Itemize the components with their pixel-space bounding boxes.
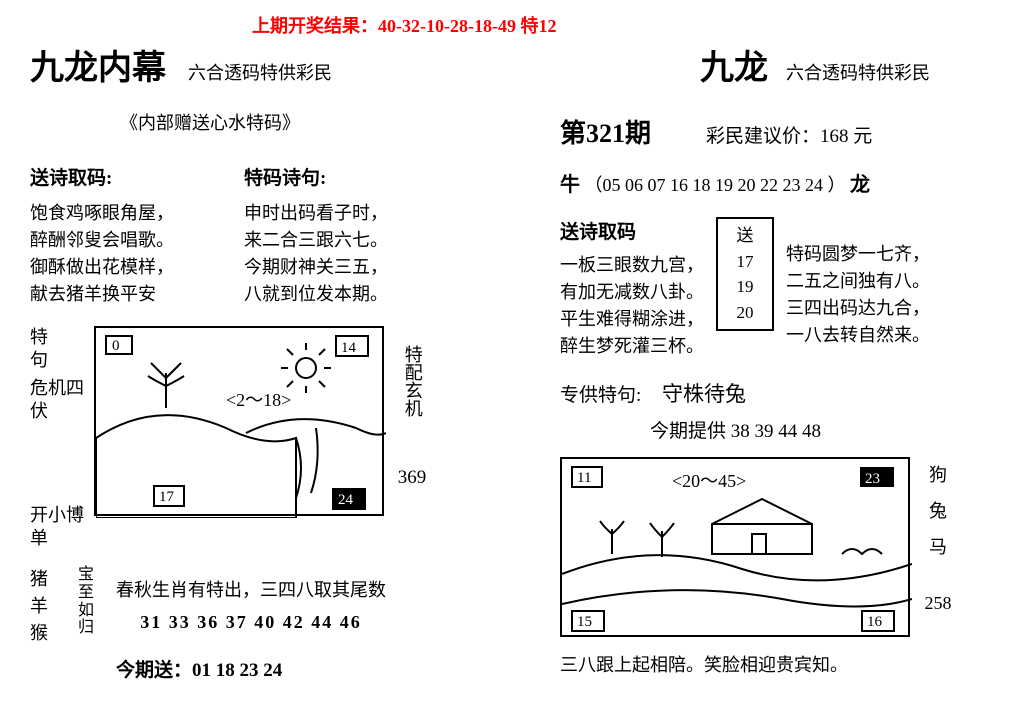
zodiac-post: 龙	[850, 174, 870, 196]
svg-text:23: 23	[865, 471, 880, 487]
sketch-svg: 0 14 17 24	[96, 328, 386, 518]
song-n3: 20	[718, 300, 772, 326]
svg-text:<2～18>: <2～18>	[226, 390, 291, 410]
poem2-l2: 来二合三跟六七。	[244, 227, 388, 254]
top-result: 上期开奖结果：40-32-10-28-18-49 特12	[252, 12, 556, 38]
left-zodiac-col: 猪 羊 猴	[30, 566, 60, 682]
inner-gift: 《内部赠送心水特码》	[120, 109, 530, 135]
left-poem-2: 特码诗句: 申时出码看子时， 来二合三跟六七。 今期财神关三五， 八就到位发本期…	[244, 163, 388, 308]
song-label: 送	[718, 223, 772, 249]
issue-number: 第321期	[560, 119, 651, 148]
right-sketch: 11 23 15 16 <20～45>	[560, 457, 910, 637]
left-poem-1: 送诗取码: 饱食鸡啄眼角屋， 醉酬邻叟会唱歌。 御酥做出花模样， 献去猪羊换平安	[30, 163, 174, 308]
special-line: 专供特句: 守株待兔	[560, 378, 1010, 408]
r-poem2-l4: 一八去转自然来。	[786, 322, 930, 349]
r-poem2-l3: 三四出码达九合，	[786, 295, 930, 322]
song-n1: 17	[718, 249, 772, 275]
poem2-l1: 申时出码看子时，	[244, 200, 388, 227]
below-sketch-1: 春秋生肖有特出，三四八取其尾数	[116, 576, 386, 602]
left-title: 九龙内幕	[30, 40, 166, 89]
special-text: 守株待兔	[662, 382, 746, 406]
r-poem-label: 送诗取码	[560, 217, 704, 244]
svg-text:11: 11	[577, 470, 591, 486]
left-sketch: 0 14 17 24	[94, 326, 384, 516]
num-258: 258	[924, 585, 952, 621]
zodiac-monkey: 猴	[30, 620, 60, 647]
right-subtitle: 六合透码特供彩民	[786, 59, 930, 85]
left-panel: 九龙内幕 六合透码特供彩民 《内部赠送心水特码》 送诗取码: 饱食鸡啄眼角屋， …	[30, 40, 530, 682]
r-poem-l2: 有加无减数八卦。	[560, 279, 704, 306]
svg-text:0: 0	[112, 338, 120, 354]
right-poem-2: 特码圆梦一七齐， 二五之间独有八。 三四出码达九合， 一八去转自然来。	[786, 241, 930, 349]
r-poem-l3: 平生难得糊涂进，	[560, 306, 704, 333]
price: 彩民建议价：168 元	[706, 126, 872, 147]
right-title: 九龙	[700, 40, 768, 89]
poem2-label: 特码诗句:	[244, 163, 388, 190]
provide-line: 今期提供 38 39 44 48	[650, 416, 1010, 443]
poem1-l3: 御酥做出花模样，	[30, 254, 174, 281]
zodiac-sheep: 羊	[30, 593, 60, 620]
send-box: 送 17 19 20	[716, 217, 774, 331]
below-sketch-2: 31 33 36 37 40 42 44 46	[116, 612, 386, 633]
poem1-label: 送诗取码:	[30, 163, 174, 190]
baozhi: 宝至如归	[78, 566, 98, 682]
xuanji-num: 369	[392, 466, 432, 491]
zodiac-pre: 牛	[560, 174, 580, 196]
svg-text:15: 15	[577, 614, 592, 630]
right-poem-1: 送诗取码 一板三眼数九宫， 有加无减数八卦。 平生难得糊涂进， 醉生梦死灌三杯。	[560, 217, 704, 360]
svg-text:<20～45>: <20～45>	[672, 471, 746, 491]
zodiac-line: 牛 （05 06 07 16 18 19 20 22 23 24 ） 龙	[560, 168, 1010, 197]
right-panel: 九龙 六合透码特供彩民 第321期 彩民建议价：168 元 牛 （05 06 0…	[560, 40, 1010, 677]
poem1-l4: 献去猪羊换平安	[30, 281, 174, 308]
xuanji-label: 特配玄机	[400, 326, 423, 436]
side-label-2: 危机四伏	[30, 377, 90, 424]
r-poem-l1: 一板三眼数九宫，	[560, 252, 704, 279]
zodiac-rabbit: 兔	[924, 493, 952, 529]
r-poem2-l1: 特码圆梦一七齐，	[786, 241, 930, 268]
right-zodiac-col: 狗 兔 马 258	[924, 457, 952, 621]
poem1-l1: 饱食鸡啄眼角屋，	[30, 200, 174, 227]
r-poem-l4: 醉生梦死灌三杯。	[560, 333, 704, 360]
svg-text:24: 24	[338, 492, 354, 508]
svg-text:14: 14	[341, 340, 357, 356]
poem2-l3: 今期财神关三五，	[244, 254, 388, 281]
special-label: 专供特句:	[560, 385, 641, 406]
side-label-3: 开小博单	[30, 504, 90, 551]
left-side-labels: 特 句 危机四伏 开小博单	[30, 326, 90, 550]
song-n2: 19	[718, 274, 772, 300]
send-today: 今期送：01 18 23 24	[116, 655, 386, 682]
poem2-l4: 八就到位发本期。	[244, 281, 388, 308]
right-sketch-svg: 11 23 15 16 <20～45>	[562, 459, 912, 639]
numbers-block: 春秋生肖有特出，三四八取其尾数 31 33 36 37 40 42 44 46 …	[116, 566, 386, 682]
left-subtitle: 六合透码特供彩民	[188, 59, 332, 85]
zodiac-nums: （05 06 07 16 18 19 20 22 23 24 ）	[585, 175, 846, 195]
svg-text:17: 17	[159, 489, 175, 505]
zodiac-horse: 马	[924, 529, 952, 565]
zodiac-pig: 猪	[30, 566, 60, 593]
poem1-l2: 醉酬邻叟会唱歌。	[30, 227, 174, 254]
side-label-1: 特 句	[30, 326, 90, 373]
bottom-right-line: 三八跟上起相陪。笑脸相迎贵宾知。	[560, 651, 1010, 677]
r-poem2-l2: 二五之间独有八。	[786, 268, 930, 295]
zodiac-dog: 狗	[924, 457, 952, 493]
xuanji-col: 特配玄机 369	[392, 326, 432, 491]
svg-text:16: 16	[867, 614, 883, 630]
